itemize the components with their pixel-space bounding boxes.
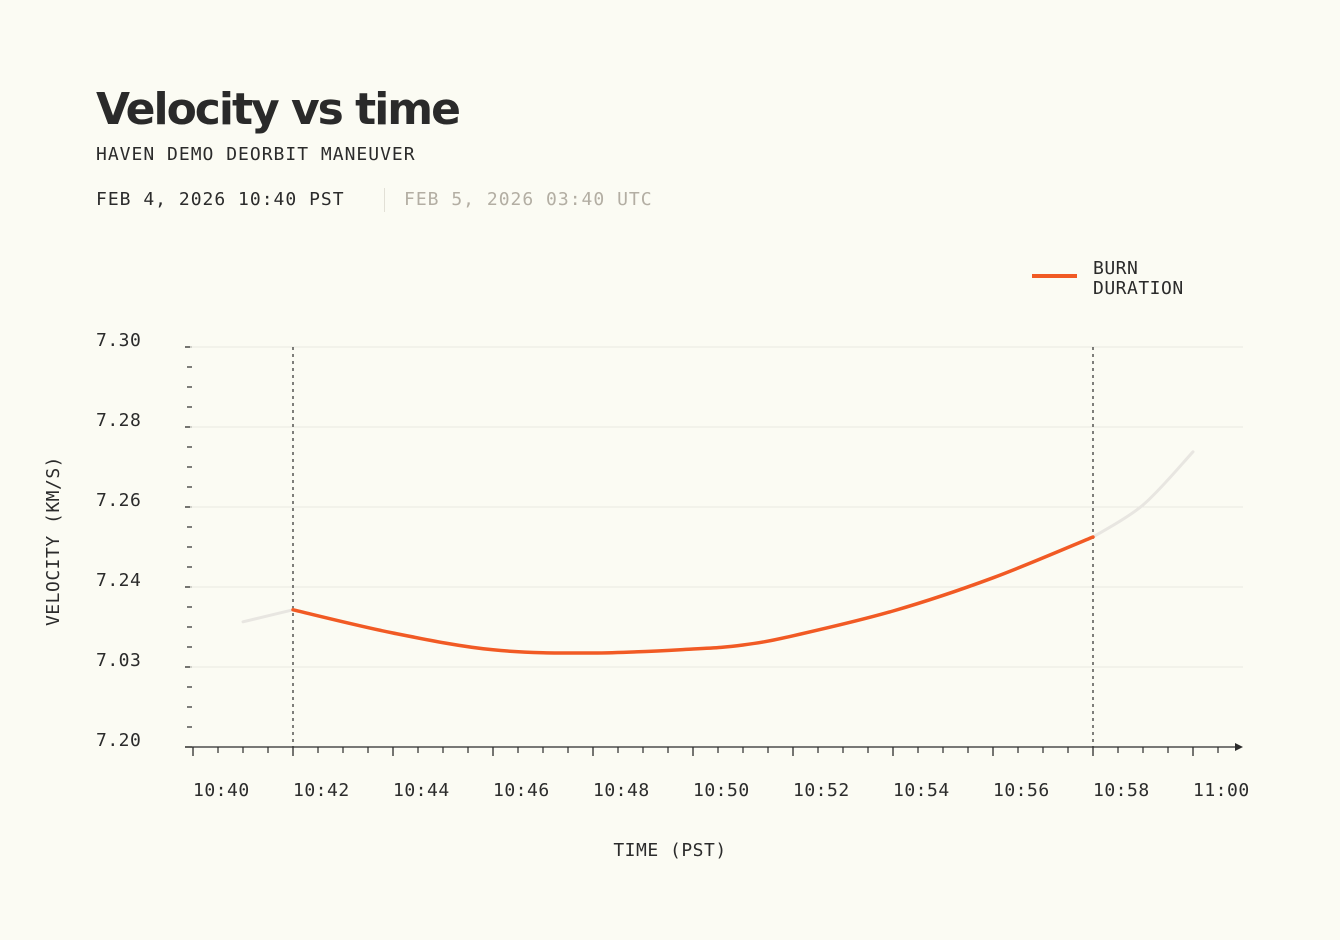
x-tick-label: 10:54 — [893, 780, 950, 801]
series-line — [291, 535, 1095, 655]
x-tick-label: 10:44 — [393, 780, 450, 801]
x-tick-label: 11:00 — [1193, 780, 1250, 801]
x-tick-label: 10:52 — [793, 780, 850, 801]
chart-subtitle: HAVEN DEMO DEORBIT MANEUVER — [96, 144, 416, 165]
y-tick-label: 7.30 — [96, 330, 141, 351]
x-tick-label: 10:40 — [193, 780, 250, 801]
x-tick-label: 10:48 — [593, 780, 650, 801]
x-axis-arrow — [1235, 743, 1243, 751]
y-tick-label: 7.24 — [96, 570, 141, 591]
x-tick-label: 10:56 — [993, 780, 1050, 801]
x-axis-label: TIME (PST) — [613, 840, 726, 861]
legend-label: BURN DURATION — [1093, 258, 1184, 299]
x-tick-label: 10:50 — [693, 780, 750, 801]
x-tick-label: 10:58 — [1093, 780, 1150, 801]
legend-swatch — [1032, 274, 1077, 278]
x-tick-label: 10:46 — [493, 780, 550, 801]
y-tick-label: 7.28 — [96, 410, 141, 431]
series-line — [241, 450, 1195, 624]
local-date: FEB 4, 2026 10:40 PST — [96, 189, 345, 210]
utc-date: FEB 5, 2026 03:40 UTC — [404, 189, 653, 210]
x-tick-label: 10:42 — [293, 780, 350, 801]
legend: BURN DURATION — [1032, 259, 1203, 299]
y-tick-label: 7.26 — [96, 490, 141, 511]
chart-title: Velocity vs time — [96, 84, 461, 135]
separator — [384, 188, 385, 212]
y-tick-label: 7.03 — [96, 650, 141, 671]
y-tick-label: 7.20 — [96, 730, 141, 751]
y-axis-label: VELOCITY (KM/S) — [43, 456, 64, 626]
